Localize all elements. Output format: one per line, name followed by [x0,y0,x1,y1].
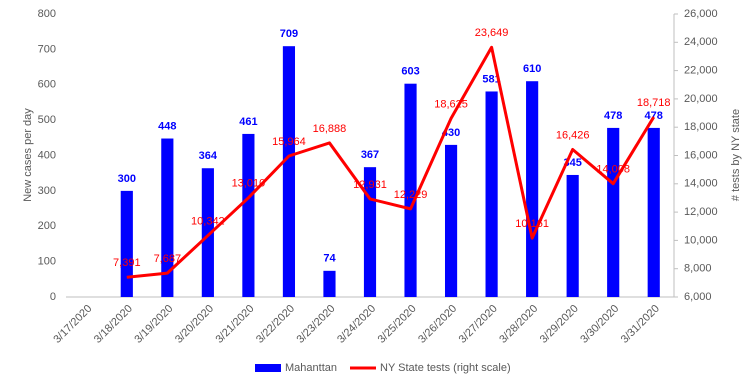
bar-label: 461 [239,116,257,128]
x-tick-label: 3/23/2020 [295,303,338,346]
x-tick-label: 3/25/2020 [376,303,419,346]
line-label: 12,931 [353,179,387,191]
y-tick-label: 600 [38,79,56,91]
line-label: 15,964 [272,136,306,148]
y2-tick-label: 26,000 [684,8,718,20]
line-label: 7,391 [113,257,141,269]
bar [282,46,296,297]
bar-label: 603 [401,66,419,78]
bar [647,127,660,297]
x-tick-label: 3/31/2020 [619,303,662,346]
y-tick-label: 300 [38,185,56,197]
x-tick-label: 3/21/2020 [213,303,256,346]
bar [607,127,620,297]
x-tick-label: 3/26/2020 [416,303,459,346]
bar [566,174,579,297]
x-tick-label: 3/19/2020 [132,303,175,346]
x-tick-label: 3/17/2020 [51,303,94,346]
y-tick-label: 500 [38,114,56,126]
y2-tick-label: 22,000 [684,65,718,77]
bar-label: 74 [323,253,336,265]
line-label: 13,010 [232,178,266,190]
legend-swatch [255,364,281,372]
bar [323,270,336,297]
x-tick-label: 3/30/2020 [578,303,621,346]
bar-label: 709 [280,28,298,40]
y-tick-label: 200 [38,220,56,232]
x-tick-label: 3/29/2020 [538,303,581,346]
line-label: 16,888 [313,123,347,135]
x-tick-label: 3/20/2020 [173,303,216,346]
bar-label: 610 [523,63,541,75]
bar [242,133,255,297]
bar-label: 300 [118,173,136,185]
bar-label: 478 [645,110,663,122]
y-axis-title: New cases per day [22,108,34,202]
y-tick-label: 700 [38,43,56,55]
line-label: 14,008 [596,164,630,176]
y-tick-label: 800 [38,8,56,20]
y-tick-label: 100 [38,256,56,268]
y-tick-label: 0 [50,291,56,303]
x-tick-label: 3/28/2020 [497,303,540,346]
y2-tick-label: 20,000 [684,93,718,105]
bar [201,168,214,297]
line-label: 16,426 [556,129,590,141]
y2-tick-label: 12,000 [684,206,718,218]
line-label: 18,718 [637,97,671,109]
y-tick-label: 400 [38,149,56,161]
line [126,45,656,279]
bar [404,83,417,297]
legend-label: NY State tests (right scale) [380,362,511,374]
bar-label: 478 [604,110,622,122]
bar [526,81,539,298]
line-label: 12,229 [394,189,428,201]
y2-axis-title: # tests by NY state [730,109,742,201]
x-tick-label: 3/24/2020 [335,303,378,346]
legend-label: Mahanttan [285,362,337,374]
bar [120,190,133,297]
bar-label: 364 [199,150,218,162]
x-tick-label: 3/22/2020 [254,303,297,346]
bar-label: 367 [361,149,379,161]
bar [444,144,458,297]
line-label: 10,161 [515,218,549,230]
bar [161,138,174,297]
line-label: 10,342 [191,215,225,227]
bar-label: 448 [158,120,176,132]
x-tick-label: 3/18/2020 [92,303,135,346]
y2-tick-label: 10,000 [684,234,718,246]
bar-label: 581 [482,73,500,85]
y2-tick-label: 8,000 [684,263,712,275]
y2-tick-label: 24,000 [684,36,718,48]
line-label: 7,687 [154,253,182,265]
y2-tick-label: 6,000 [684,291,712,303]
y2-tick-label: 18,000 [684,121,718,133]
line-label: 23,649 [475,27,509,39]
y2-tick-label: 14,000 [684,178,718,190]
x-tick-label: 3/27/2020 [457,303,500,346]
line-label: 18,625 [434,98,468,110]
y2-tick-label: 16,000 [684,149,718,161]
bar [485,91,498,297]
